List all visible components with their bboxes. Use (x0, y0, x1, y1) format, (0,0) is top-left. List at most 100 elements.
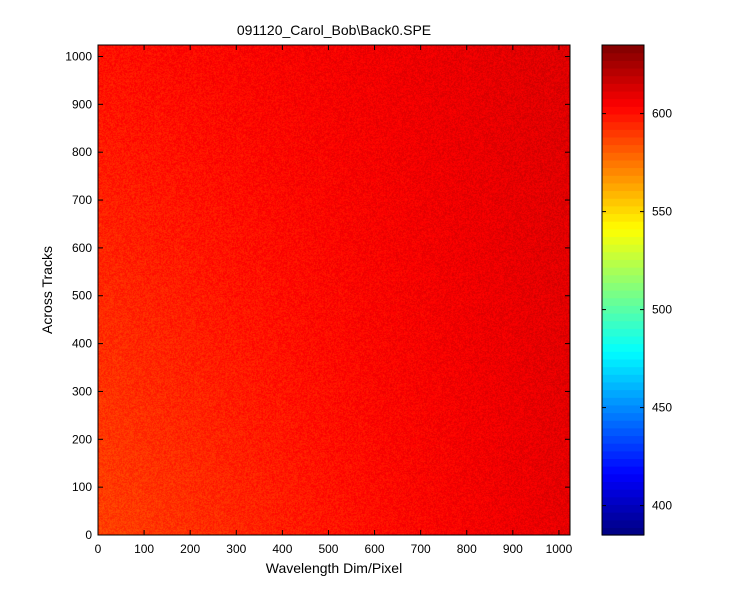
colorbar-segment (602, 213, 644, 222)
colorbar-segment (602, 512, 644, 521)
colorbar-segment (602, 236, 644, 245)
colorbar-segment (602, 106, 644, 115)
colorbar-segment (602, 305, 644, 314)
colorbar-segment (602, 435, 644, 444)
colorbar-segment (602, 267, 644, 276)
y-tick-label: 200 (72, 432, 92, 446)
colorbar-segment (602, 466, 644, 475)
colorbar-segment (602, 358, 644, 368)
y-tick-label: 1000 (65, 49, 92, 63)
x-tick-label: 800 (457, 542, 477, 556)
colorbar-segment (602, 443, 644, 452)
x-tick-label: 300 (226, 542, 246, 556)
colorbar-segment (602, 182, 644, 192)
colorbar-segment (602, 527, 644, 536)
heatmap-image (98, 45, 570, 535)
colorbar-segment (602, 67, 644, 77)
y-tick-label: 800 (72, 145, 92, 159)
colorbar-segment (602, 75, 644, 84)
colorbar-segment (602, 274, 644, 283)
x-tick-label: 600 (365, 542, 385, 556)
colorbar-segment (602, 450, 644, 460)
colorbar-segment (602, 159, 644, 169)
colorbar-segment (602, 389, 644, 398)
colorbar-segment (602, 290, 644, 299)
chart-title: 091120_Carol_Bob\Back0.SPE (237, 22, 431, 38)
colorbar-segment (602, 144, 644, 153)
colorbar-segment (602, 221, 644, 230)
colorbar-segment (602, 504, 644, 513)
colorbar-segment (602, 113, 644, 123)
heatmap-plot-area (97, 44, 571, 536)
colorbar-segment (602, 98, 644, 107)
colorbar-segment (602, 427, 644, 437)
colorbar-segment (602, 129, 644, 138)
y-tick-label: 300 (72, 384, 92, 398)
colorbar-segment (602, 473, 644, 483)
colorbar-tick-label: 450 (652, 401, 672, 415)
colorbar-segment (602, 481, 644, 490)
x-tick-label: 500 (318, 542, 338, 556)
colorbar-segment (602, 335, 644, 345)
colorbar-segment (602, 282, 644, 291)
colorbar-segment (602, 420, 644, 429)
plot-frame (97, 44, 571, 536)
colorbar-segment (602, 343, 644, 352)
colorbar-frame (601, 44, 645, 536)
x-tick-label: 900 (503, 542, 523, 556)
colorbar-segment (602, 45, 644, 54)
colorbar-segment (602, 328, 644, 337)
colorbar-segment (602, 251, 644, 260)
colorbar-segment (602, 228, 644, 238)
x-tick-label: 200 (180, 542, 200, 556)
colorbar-segment (602, 60, 644, 69)
colorbar-segment (602, 52, 644, 61)
colorbar-segment (602, 489, 644, 498)
colorbar-segment (602, 381, 644, 391)
y-axis-ticks: 0 100 200 300 400 500 600 700 800 900 1000 (65, 49, 570, 542)
x-axis-ticks: 0 100 200 300 400 500 600 700 800 900 1000 (95, 45, 573, 556)
colorbar-ticks: 400 450 500 550 600 (602, 107, 672, 513)
x-tick-label: 100 (134, 542, 154, 556)
colorbar-tick-label: 400 (652, 499, 672, 513)
colorbar-segment (602, 404, 644, 414)
y-tick-label: 600 (72, 241, 92, 255)
colorbar-segment (602, 152, 644, 161)
colorbar-segment (602, 351, 644, 360)
colorbar-segment (602, 259, 644, 268)
colorbar-segment (602, 412, 644, 421)
y-tick-label: 100 (72, 480, 92, 494)
colorbar-segment (602, 167, 644, 176)
colorbar-segment (602, 83, 644, 92)
colorbar-segment (602, 312, 644, 322)
colorbar-segment (602, 121, 644, 130)
colorbar-tick-label: 550 (652, 205, 672, 219)
colorbar-segment (602, 458, 644, 467)
colorbar-tick-label: 600 (652, 107, 672, 121)
colorbar-segment (602, 519, 644, 528)
colorbar-segment (602, 190, 644, 199)
colorbar-segment (602, 297, 644, 306)
x-tick-label: 700 (411, 542, 431, 556)
y-tick-label: 900 (72, 97, 92, 111)
colorbar-segment (602, 496, 644, 505)
y-tick-label: 500 (72, 289, 92, 303)
colorbar-segment (602, 136, 644, 146)
x-axis-label: Wavelength Dim/Pixel (266, 560, 402, 576)
colorbar-segment (602, 90, 644, 100)
colorbar-segment (602, 175, 644, 184)
y-tick-label: 0 (85, 528, 92, 542)
colorbar-segment (602, 205, 644, 215)
colorbar-segment (602, 366, 644, 375)
y-tick-label: 400 (72, 337, 92, 351)
x-tick-label: 0 (95, 542, 102, 556)
colorbar-segment (602, 320, 644, 329)
colorbar-segment (602, 397, 644, 406)
colorbar-segment (602, 374, 644, 383)
x-tick-label: 1000 (546, 542, 573, 556)
y-tick-label: 700 (72, 193, 92, 207)
colorbar (601, 44, 645, 536)
colorbar-tick-label: 500 (652, 303, 672, 317)
y-axis-label: Across Tracks (39, 246, 55, 334)
